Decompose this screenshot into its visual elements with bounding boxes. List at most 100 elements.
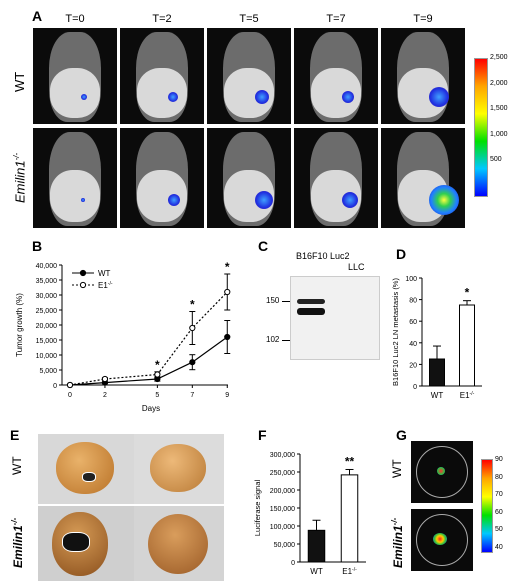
timepoint-label: T=7 bbox=[326, 13, 346, 25]
category-label: E1-/- bbox=[342, 567, 357, 576]
luminescence-signal bbox=[342, 192, 358, 208]
ln-imaging-wt bbox=[411, 441, 473, 503]
y-tick-label: 80 bbox=[409, 298, 417, 305]
y-tick-label: 200,000 bbox=[270, 488, 295, 495]
row-label-g-emilin1: Emilin1-/- bbox=[390, 517, 405, 568]
marker-150: 150 bbox=[266, 296, 280, 305]
mouse-image bbox=[294, 28, 378, 124]
y-tick-label: 100 bbox=[405, 276, 417, 283]
bar bbox=[429, 358, 445, 387]
significance-marker: * bbox=[225, 260, 230, 274]
data-point bbox=[224, 288, 231, 296]
y-tick-label: 30,000 bbox=[36, 293, 58, 300]
mouse-image bbox=[33, 128, 117, 228]
luminescence-signal bbox=[429, 87, 449, 108]
timepoint-label: T=0 bbox=[65, 13, 85, 25]
ln-metastasis-chart: 0 20 40 60 80 100 B16F10 Luc2 LN metastasis (%… bbox=[391, 276, 482, 400]
timepoint-label: T=2 bbox=[152, 13, 172, 25]
colorscale-tick: 1,500 bbox=[490, 105, 508, 112]
panel-c-label: C bbox=[258, 238, 269, 254]
colorscale-tick: 50 bbox=[495, 526, 503, 534]
y-tick-label: 5,000 bbox=[39, 368, 57, 375]
timepoint-label: T=9 bbox=[413, 13, 433, 25]
y-tick-label: 40,000 bbox=[36, 263, 58, 270]
category-label: WT bbox=[431, 391, 444, 400]
data-point bbox=[66, 381, 74, 389]
y-tick-label: 10,000 bbox=[36, 353, 58, 360]
data-point bbox=[224, 333, 231, 341]
mouse-image bbox=[207, 28, 291, 124]
luminescence-signal bbox=[81, 198, 85, 202]
lane-label-llc: LLC bbox=[348, 262, 365, 272]
western-blot bbox=[290, 276, 380, 360]
category-label: E1-/- bbox=[460, 391, 475, 400]
x-tick-label: 2 bbox=[103, 392, 107, 399]
row-label-emilin1: Emilin1-/- bbox=[12, 152, 28, 203]
colorscale-tick: 70 bbox=[495, 491, 503, 499]
y-tick-label: 35,000 bbox=[36, 278, 58, 285]
marker-102: 102 bbox=[266, 335, 280, 344]
y-tick-label: 100,000 bbox=[270, 524, 295, 531]
row-label-e-wt: WT bbox=[10, 456, 24, 475]
data-point bbox=[154, 371, 161, 378]
category-sup: -/- bbox=[470, 391, 475, 397]
mouse-image bbox=[381, 128, 465, 228]
blot-band-lower bbox=[297, 308, 325, 315]
colorscale-tick: 2,500 bbox=[490, 54, 508, 61]
significance-marker: * bbox=[465, 286, 470, 300]
mouse-image bbox=[33, 28, 117, 124]
timepoint-label: T=5 bbox=[239, 13, 259, 25]
colorscale-tick: 80 bbox=[495, 473, 503, 481]
category-sup: -/- bbox=[352, 567, 357, 573]
legend-marker bbox=[79, 269, 87, 277]
panel-e-label: E bbox=[10, 427, 20, 443]
colorscale-a bbox=[474, 58, 488, 197]
luminescence-signal bbox=[168, 194, 180, 206]
y-tick-label: 0 bbox=[53, 383, 57, 390]
category-label: WT bbox=[310, 567, 323, 576]
legend-label: E1-/- bbox=[98, 281, 113, 290]
y-tick-label: 250,000 bbox=[270, 470, 295, 477]
row-label-g-wt: WT bbox=[390, 459, 404, 478]
mouse-image bbox=[207, 128, 291, 228]
y-tick-label: 50,000 bbox=[274, 542, 296, 549]
tumor-growth-chart: 0 5,000 10,000 15,000 20,000 25,000 30,000 35,0… bbox=[15, 260, 231, 413]
luminescence-signal bbox=[342, 91, 354, 104]
luciferase-chart: 0 50,000 100,000 150,000 200,000 250,000 300,0… bbox=[253, 452, 366, 576]
y-tick-label: 300,000 bbox=[270, 452, 295, 459]
y-axis-title: B16F10 Luc2 LN metastasis (%) bbox=[391, 278, 400, 386]
y-tick-label: 15,000 bbox=[36, 338, 58, 345]
panel-a-label: A bbox=[32, 8, 43, 24]
colorscale-tick: 1,000 bbox=[490, 130, 508, 138]
ln-imaging-ko bbox=[411, 509, 473, 571]
significance-marker: * bbox=[155, 358, 160, 372]
mouse-image bbox=[381, 28, 465, 124]
colorscale-tick: 90 bbox=[495, 456, 503, 463]
lymph-node-photo-ko-2 bbox=[134, 506, 224, 581]
mouse-image bbox=[120, 128, 204, 228]
mouse-image bbox=[294, 128, 378, 228]
data-point bbox=[189, 324, 196, 332]
data-point bbox=[189, 359, 196, 366]
luminescence-signal bbox=[255, 191, 273, 209]
mouse-image bbox=[120, 28, 204, 124]
y-tick-label: 150,000 bbox=[270, 506, 295, 513]
panel-b-label: B bbox=[32, 238, 43, 254]
y-tick-label: 0 bbox=[413, 384, 417, 391]
y-tick-label: 20,000 bbox=[36, 323, 58, 330]
x-tick-label: 7 bbox=[190, 392, 194, 399]
legend-marker bbox=[79, 281, 87, 289]
data-point bbox=[101, 375, 109, 383]
marker-tick-150 bbox=[282, 301, 290, 302]
legend-label: WT bbox=[98, 269, 111, 278]
y-tick-label: 25,000 bbox=[36, 308, 58, 315]
bar bbox=[340, 474, 359, 563]
y-tick-label: 40 bbox=[409, 341, 417, 348]
y-axis-title: Tumor growth (%) bbox=[15, 293, 24, 357]
luminescence-signal bbox=[429, 185, 459, 215]
legend-sup: -/- bbox=[108, 281, 113, 287]
lane-label-b16f10-wrap: B16F10 Luc2 bbox=[296, 251, 350, 261]
blot-band-upper bbox=[297, 299, 325, 304]
colorscale-tick: 2,000 bbox=[490, 79, 508, 87]
colorscale-tick: 40 bbox=[495, 544, 503, 551]
